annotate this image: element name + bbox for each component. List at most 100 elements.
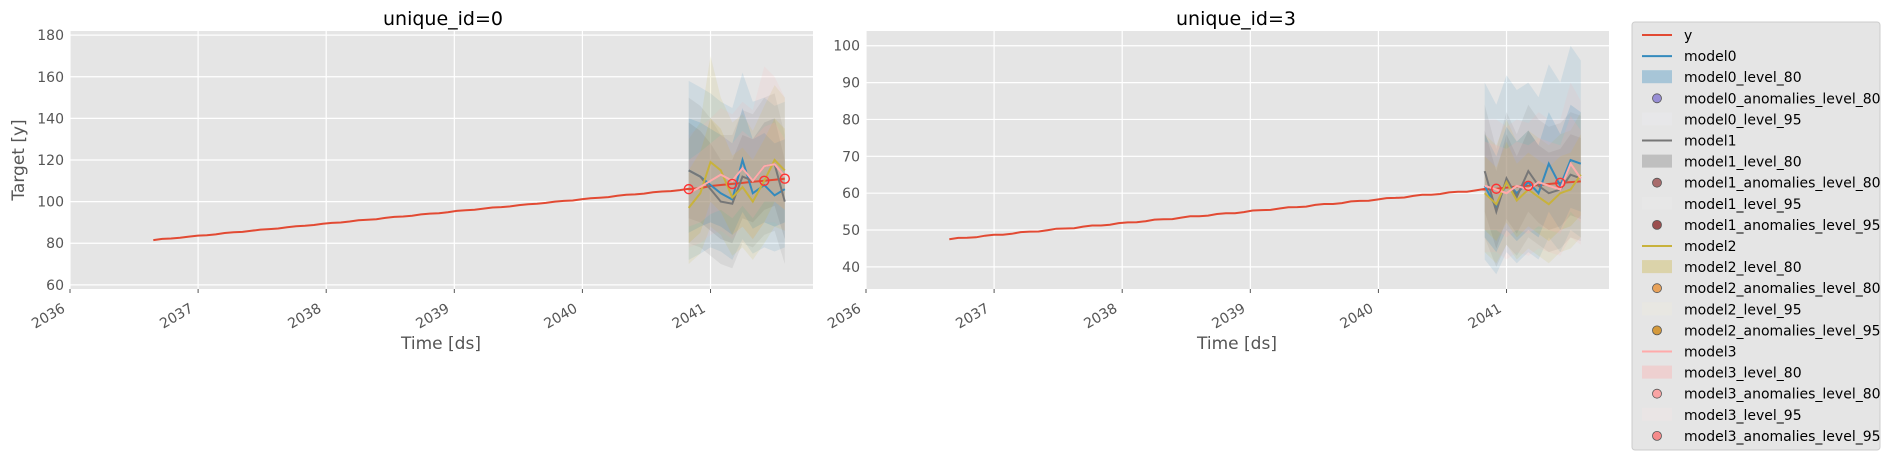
legend-entry: model1_level_95	[1642, 196, 1802, 213]
legend-patch-swatch	[1642, 196, 1672, 210]
y-tick-label: 70	[842, 149, 860, 165]
model0-level-95-band	[1484, 45, 1581, 275]
series-line-y	[949, 180, 1581, 241]
y-tick-label: 50	[842, 223, 860, 239]
legend-entry: y	[1642, 28, 1692, 44]
anomaly-markers-right	[1491, 177, 1566, 194]
legend-entry: model2_level_80	[1642, 260, 1802, 276]
legend-label: model1_anomalies_level_95	[1684, 218, 1881, 234]
legend-label: model0_anomalies_level_80	[1684, 91, 1881, 107]
x-axis-label-left: Time [ds]	[400, 334, 481, 354]
x-tick-label: 2036	[825, 301, 864, 333]
legend-label: model3_level_95	[1684, 408, 1802, 424]
anomaly-marker	[759, 175, 770, 187]
y-tick-label: 100	[833, 39, 860, 55]
legend-label: model0	[1684, 49, 1737, 65]
legend-entry: model0	[1642, 49, 1737, 65]
legend-label: model0_level_80	[1684, 70, 1802, 86]
x-tick-label: 2039	[413, 301, 452, 333]
legend-label: model2_anomalies_level_95	[1684, 323, 1881, 339]
x-tick-label: 2038	[1081, 301, 1120, 333]
anomaly-marker	[683, 183, 694, 195]
y-tick-label: 40	[842, 260, 860, 276]
x-tick-labels-left: 2036 2037 2038 2039 2040 2041	[29, 289, 712, 333]
grid-left	[69, 31, 813, 289]
legend-label: model1_level_80	[1684, 155, 1802, 171]
legend-entry: model1_level_80	[1642, 154, 1802, 171]
chart-panel-left: unique_id=0 2036 2037 2038 2039 2040 2041 60 8…	[9, 8, 813, 354]
legend-patch-swatch	[1642, 154, 1672, 168]
legend-label: model2_level_80	[1684, 260, 1802, 276]
y-axis-label: Target [y]	[9, 119, 29, 201]
anomaly-marker	[779, 173, 791, 184]
legend-marker-swatch	[1652, 388, 1662, 399]
series-line-model2	[1484, 174, 1582, 206]
x-tick-label: 2041	[1466, 301, 1505, 333]
y-tick-labels-right: 40 50 60 70 80 90 100	[833, 39, 860, 276]
legend-marker-swatch	[1652, 219, 1662, 230]
legend-entry: model0_anomalies_level_80	[1652, 91, 1881, 107]
model1-level-80-band	[1484, 130, 1581, 249]
legend-label: model2	[1684, 239, 1737, 255]
legend-label: model0_level_95	[1684, 112, 1802, 128]
legend-entry: model2_level_95	[1642, 302, 1802, 318]
panel-title-right: unique_id=3	[1176, 8, 1296, 30]
model2-level-95-band	[688, 56, 785, 264]
series-line-y	[153, 177, 785, 242]
legend-patch-swatch	[1642, 407, 1672, 421]
y-tick-label: 180	[37, 28, 64, 44]
legend-box	[1631, 21, 1881, 451]
y-tick-labels-left: 60 80 100 120 140 160 180	[37, 28, 64, 294]
y-tick-label: 60	[46, 278, 64, 294]
anomaly-marker	[1555, 177, 1566, 189]
legend-entry: model2	[1642, 239, 1737, 255]
anomaly-marker	[1523, 180, 1534, 192]
x-tick-label: 2037	[157, 301, 196, 333]
model0-level-95-band	[688, 72, 785, 260]
legend-entry: model1_anomalies_level_80	[1652, 176, 1881, 192]
x-tick-label: 2037	[953, 301, 992, 333]
x-tick-label: 2040	[542, 301, 581, 333]
x-tick-label: 2038	[285, 301, 324, 333]
x-tick-labels-right: 2036 2037 2038 2039 2040 2041	[825, 289, 1508, 333]
legend-label: y	[1684, 28, 1692, 44]
y-tick-label: 120	[37, 153, 64, 169]
chart-panel-right: unique_id=3 2036 2037 2038 2039 2040 2041 40 5…	[825, 8, 1609, 354]
anomaly-marker	[727, 178, 738, 190]
anomaly-markers-left	[683, 173, 791, 195]
legend-marker-swatch	[1652, 93, 1662, 104]
series-line-model2	[687, 158, 786, 209]
legend-label: model3	[1684, 345, 1737, 361]
x-tick-label: 2040	[1338, 301, 1377, 333]
y-tick-label: 160	[37, 70, 64, 86]
legend-label: model1	[1684, 134, 1737, 150]
x-tick-label: 2041	[670, 301, 709, 333]
legend-label: model3_level_80	[1684, 366, 1802, 382]
y-tick-label: 80	[46, 236, 64, 252]
series-line-model3	[688, 163, 786, 195]
legend-marker-swatch	[1652, 430, 1662, 441]
legend-label: model1_level_95	[1684, 197, 1802, 213]
y-tick-label: 100	[37, 195, 64, 211]
panel-title-left: unique_id=0	[383, 8, 503, 30]
legend-label: model2_level_95	[1684, 302, 1802, 318]
legend-label: model3_anomalies_level_95	[1684, 429, 1881, 445]
legend-label: model2_anomalies_level_80	[1684, 281, 1881, 297]
y-tick-label: 80	[842, 112, 860, 128]
legend-marker-swatch	[1652, 283, 1662, 294]
x-tick-label: 2039	[1209, 301, 1248, 333]
legend-entry: model1	[1642, 134, 1737, 150]
legend: y model0 model0_level_80 model0_anomalies_l…	[1631, 21, 1881, 451]
series-lines-left	[153, 156, 786, 242]
y-tick-label: 90	[842, 76, 860, 92]
legend-patch-swatch	[1642, 70, 1672, 84]
y-tick-label: 60	[842, 186, 860, 202]
legend-entry: model2_anomalies_level_95	[1652, 323, 1881, 339]
legend-entry: model3_anomalies_level_95	[1652, 429, 1881, 445]
legend-entry: model2_anomalies_level_80	[1652, 281, 1881, 297]
y-tick-label: 140	[37, 111, 64, 127]
legend-label: model3_anomalies_level_80	[1684, 387, 1881, 403]
legend-entry: model0_level_95	[1642, 112, 1802, 128]
x-axis-label-right: Time [ds]	[1196, 334, 1277, 354]
